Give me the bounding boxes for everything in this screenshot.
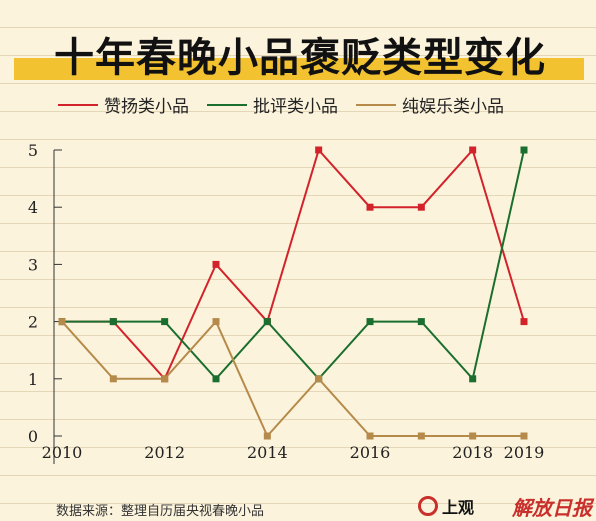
y-tick-label: 2 [28, 313, 38, 332]
legend-label-criticism: 批评类小品 [253, 97, 338, 117]
data-point-2 [109, 375, 117, 383]
data-point-2 [263, 432, 271, 440]
legend-swatch-entertainment [356, 103, 396, 106]
title-highlight [14, 58, 584, 80]
shangguan-logo: 上观 [418, 494, 474, 518]
data-point-0 [315, 146, 323, 154]
y-tick-label: 0 [28, 427, 38, 446]
legend-label-praise: 赞扬类小品 [104, 97, 189, 117]
y-tick-label: 5 [28, 141, 38, 160]
data-point-2 [520, 432, 528, 440]
data-point-1 [263, 318, 271, 326]
series-line-0 [62, 148, 525, 381]
data-point-0 [212, 260, 220, 268]
legend-swatch-criticism [207, 103, 247, 106]
data-point-1 [469, 375, 477, 383]
data-point-0 [469, 146, 477, 154]
x-tick-label: 2016 [350, 443, 391, 462]
data-point-0 [520, 318, 528, 326]
shangguan-logo-text: 上观 [442, 498, 475, 517]
x-tick-label: 2019 [504, 443, 545, 462]
legend-item-criticism: 批评类小品 [207, 92, 338, 117]
data-point-1 [417, 318, 425, 326]
series-line-1 [62, 149, 525, 381]
data-point-0 [417, 203, 425, 211]
legend-item-entertainment: 纯娱乐类小品 [356, 92, 504, 117]
data-source: 数据来源：整理自历届央视春晚小品 [56, 504, 265, 519]
legend-item-praise: 赞扬类小品 [58, 92, 189, 117]
shangguan-logo-icon [418, 496, 438, 516]
data-point-2 [469, 432, 477, 440]
data-point-1 [161, 318, 169, 326]
x-tick-label: 2012 [144, 443, 185, 462]
y-tick-label: 3 [28, 255, 38, 274]
x-tick-label: 2018 [452, 443, 493, 462]
series-line-2 [61, 319, 524, 438]
data-point-2 [58, 318, 66, 326]
data-point-2 [366, 432, 374, 440]
data-point-2 [315, 375, 323, 383]
data-point-2 [212, 318, 220, 326]
y-tick-label: 1 [28, 370, 38, 389]
data-point-1 [212, 375, 220, 383]
data-point-2 [417, 432, 425, 440]
data-point-1 [109, 318, 117, 326]
x-tick-label: 2010 [42, 443, 83, 462]
legend-swatch-praise [58, 103, 98, 106]
legend: 赞扬类小品 批评类小品 纯娱乐类小品 [58, 92, 504, 117]
data-point-0 [366, 203, 374, 211]
x-tick-label: 2014 [247, 443, 288, 462]
data-point-2 [161, 375, 169, 383]
data-point-1 [366, 318, 374, 326]
chart-title: 十年春晚小品褒贬类型变化 [54, 35, 546, 81]
data-point-1 [520, 146, 528, 154]
y-tick-label: 4 [28, 198, 38, 217]
legend-label-entertainment: 纯娱乐类小品 [402, 97, 504, 117]
jiefang-daily-logo: 解放日报 [512, 496, 592, 520]
